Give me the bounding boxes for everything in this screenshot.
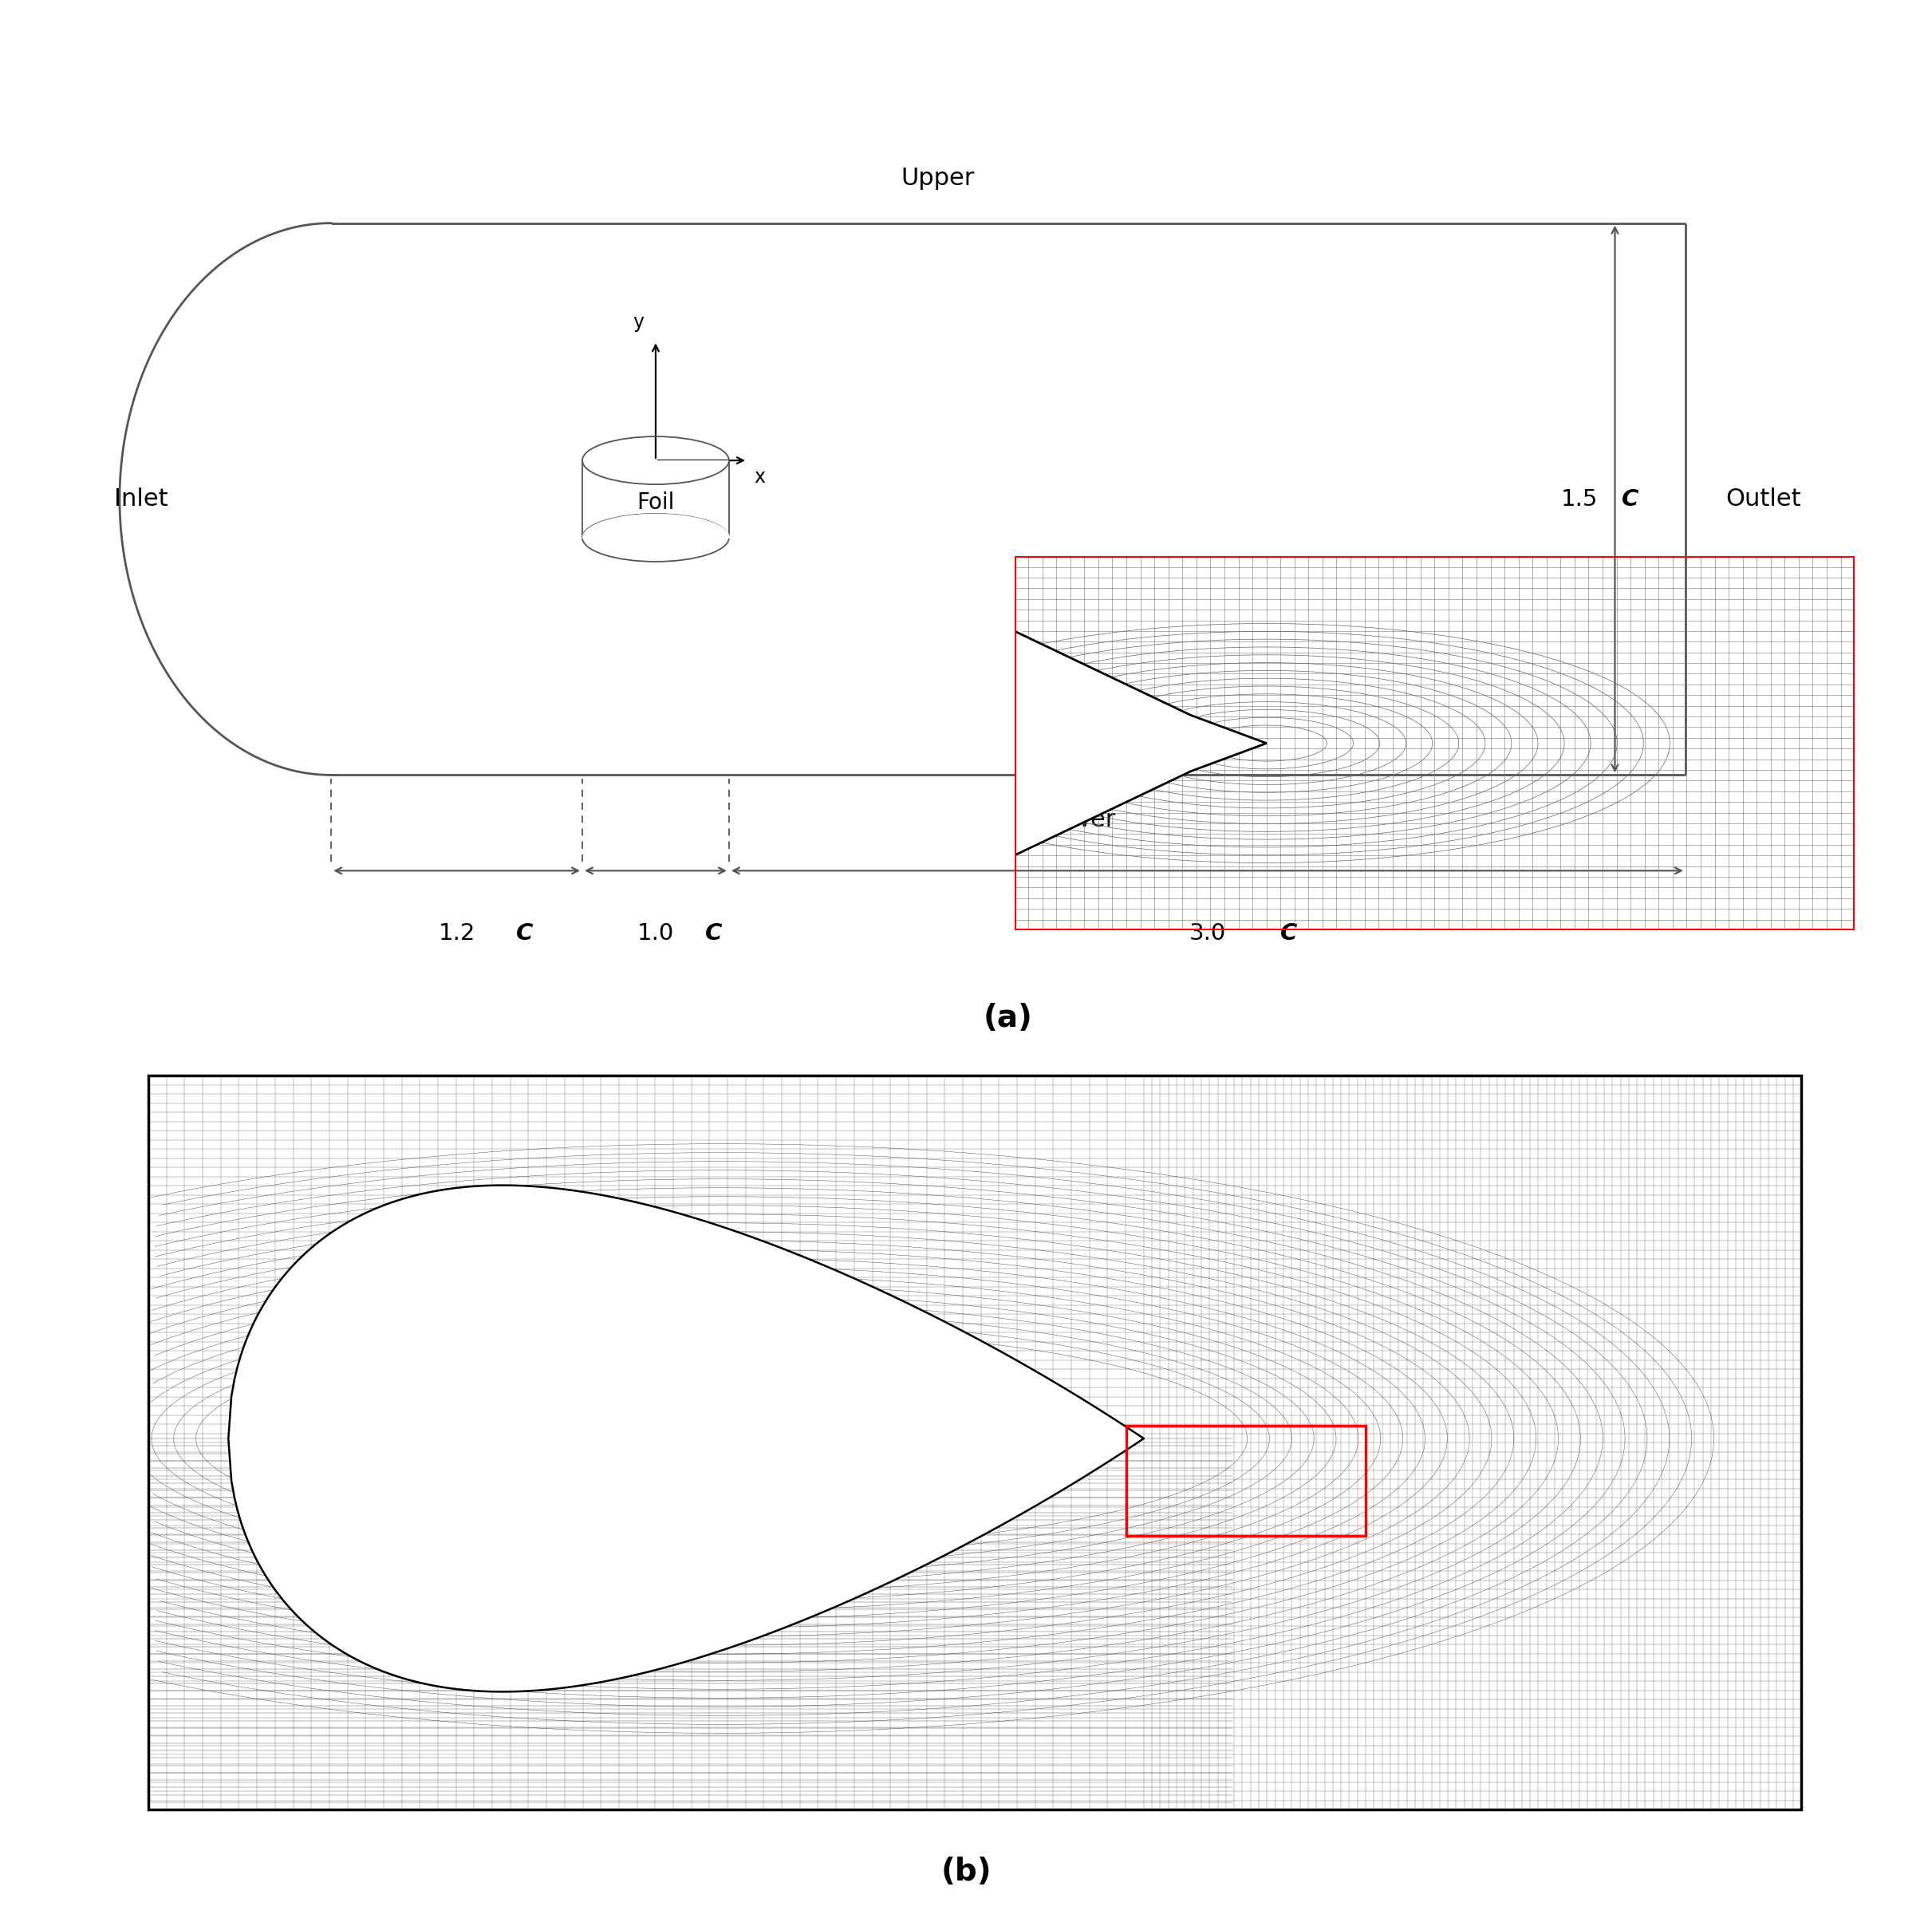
Text: C: C [1281,923,1298,944]
Polygon shape [228,1185,1144,1692]
Text: C: C [705,923,723,944]
Text: Lower: Lower [1043,807,1115,830]
Text: 1.5: 1.5 [1561,487,1598,510]
Text: C: C [516,923,533,944]
Text: Foil: Foil [638,491,674,514]
Text: x: x [753,468,765,487]
Bar [1014,631,1022,855]
Bar [149,1076,1801,1811]
Text: Outlet: Outlet [1725,487,1801,510]
Text: (a): (a) [983,1003,1034,1034]
Text: 1.0: 1.0 [638,923,674,944]
Text: C: C [1623,487,1638,510]
Text: 3.0: 3.0 [1188,923,1225,944]
Text: Inlet: Inlet [114,487,168,510]
Polygon shape [582,460,728,537]
Text: (b): (b) [941,1857,991,1887]
Text: 1.2: 1.2 [439,923,475,944]
Bar [1126,1425,1366,1536]
Text: Upper: Upper [900,167,974,190]
Polygon shape [1014,631,1265,855]
Text: y: y [634,313,645,332]
